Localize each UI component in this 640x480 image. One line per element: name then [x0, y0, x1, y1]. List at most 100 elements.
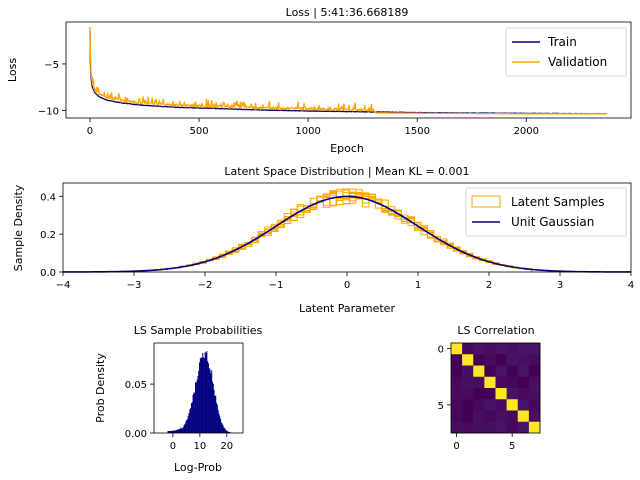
corr-cell — [495, 421, 507, 434]
corr-cell — [473, 410, 485, 423]
prob-bar — [212, 383, 214, 433]
corr-cell-diagonal — [506, 399, 519, 411]
prob-bar — [193, 392, 195, 433]
prob-bar — [225, 430, 227, 433]
prob-xlabel: Log-Prob — [174, 461, 222, 474]
prob-bar — [216, 402, 218, 433]
corr-ytick-label: 5 — [438, 401, 444, 412]
prob-bar — [194, 382, 196, 433]
latent-plot-area — [63, 188, 631, 273]
prob-bar — [170, 430, 172, 433]
prob-bar — [171, 430, 173, 433]
loss-ytick-label: −10 — [38, 107, 59, 118]
corr-cell — [528, 399, 541, 411]
corr-cell — [517, 343, 530, 355]
corr-cell — [506, 354, 519, 366]
prob-bar — [224, 428, 226, 433]
prob-bar — [181, 428, 183, 433]
prob-bar — [205, 353, 207, 433]
prob-bar — [220, 422, 222, 433]
prob-bar — [208, 368, 210, 433]
legend-latent-samples-label: Latent Samples — [511, 195, 605, 209]
loss-axes-frame — [65, 21, 632, 119]
prob-bar — [184, 423, 186, 433]
prob-bar — [228, 432, 230, 433]
prob-bar — [223, 427, 225, 433]
loss-ytick-label: −5 — [44, 60, 59, 71]
corr-cell — [451, 410, 463, 423]
corr-cell — [462, 343, 474, 355]
latent-xtick-label: −1 — [269, 280, 284, 291]
legend-train-label: Train — [547, 35, 577, 49]
prob-ytick-label: 0.00 — [125, 429, 147, 440]
corr-cell — [462, 365, 474, 378]
corr-cell — [484, 410, 496, 423]
prob-bar — [182, 426, 184, 433]
loss-plot-area — [89, 26, 608, 115]
corr-cell — [484, 343, 496, 355]
corr-cell — [517, 421, 530, 434]
latent-xtick-label: 2 — [486, 280, 492, 291]
corr-cell — [506, 410, 519, 423]
corr-ytick-label: 0 — [438, 345, 444, 356]
prob-bar — [179, 428, 181, 433]
latent-xtick-label: 3 — [557, 280, 563, 291]
loss-chart: Loss | 5:41:36.668189 0 500 1000 1500 2000 −1… — [6, 6, 632, 155]
prob-bar — [196, 380, 198, 433]
loss-legend-box — [505, 27, 627, 77]
loss-xtick-label: 500 — [190, 126, 209, 137]
corr-cell — [484, 354, 496, 366]
loss-xtick-label: 0 — [87, 126, 93, 137]
prob-bar — [209, 369, 211, 433]
latent-xtick-label: −3 — [127, 280, 142, 291]
prob-bar — [192, 394, 194, 433]
prob-bar — [222, 425, 224, 433]
prob-bar — [200, 357, 202, 433]
corr-cell — [495, 343, 507, 355]
prob-bar — [172, 430, 174, 433]
prob-bar — [189, 409, 191, 433]
prob-bar — [220, 418, 222, 433]
prob-bar — [217, 409, 219, 433]
corr-cell — [517, 399, 530, 411]
prob-bar — [206, 351, 208, 433]
latent-legend: Latent Samples Unit Gaussian — [465, 187, 627, 237]
corr-cell — [528, 354, 541, 366]
prob-bar — [190, 403, 192, 433]
corr-cell — [462, 376, 474, 389]
corr-cell-diagonal — [462, 354, 474, 366]
prob-bar — [173, 430, 175, 433]
prob-bar — [187, 416, 189, 433]
prob-ylabel: Prob Density — [94, 353, 107, 423]
corr-cell — [495, 410, 507, 423]
corr-cell — [506, 343, 519, 355]
prob-ytick-label: 0.05 — [125, 380, 147, 391]
prob-bar — [194, 392, 196, 433]
prob-bar — [197, 376, 199, 433]
prob-bar — [168, 430, 170, 433]
prob-bar — [182, 427, 184, 433]
prob-bar — [202, 352, 204, 433]
corr-cell — [473, 343, 485, 355]
corr-cell-diagonal — [495, 388, 507, 400]
prob-bar — [203, 357, 205, 433]
corr-cell — [473, 421, 485, 434]
latent-xtick-label: 0 — [344, 280, 350, 291]
corr-cell — [528, 410, 541, 423]
corr-cell — [528, 365, 541, 378]
prob-bar — [207, 363, 209, 433]
prob-bar — [169, 430, 171, 433]
corr-cell-diagonal — [473, 365, 485, 378]
corr-cell — [517, 388, 530, 400]
prob-bar — [203, 358, 205, 433]
corr-chart: LS Correlation 0 5 0 5 — [438, 324, 541, 452]
corr-cell-diagonal — [517, 410, 530, 423]
prob-bar — [175, 430, 177, 433]
prob-bar — [199, 362, 201, 433]
prob-plot-area — [167, 351, 232, 433]
prob-bar — [183, 425, 185, 433]
prob-bar — [177, 429, 179, 433]
corr-cell — [506, 421, 519, 434]
corr-cell-diagonal — [528, 421, 541, 434]
corr-xtick-label: 0 — [453, 441, 459, 452]
